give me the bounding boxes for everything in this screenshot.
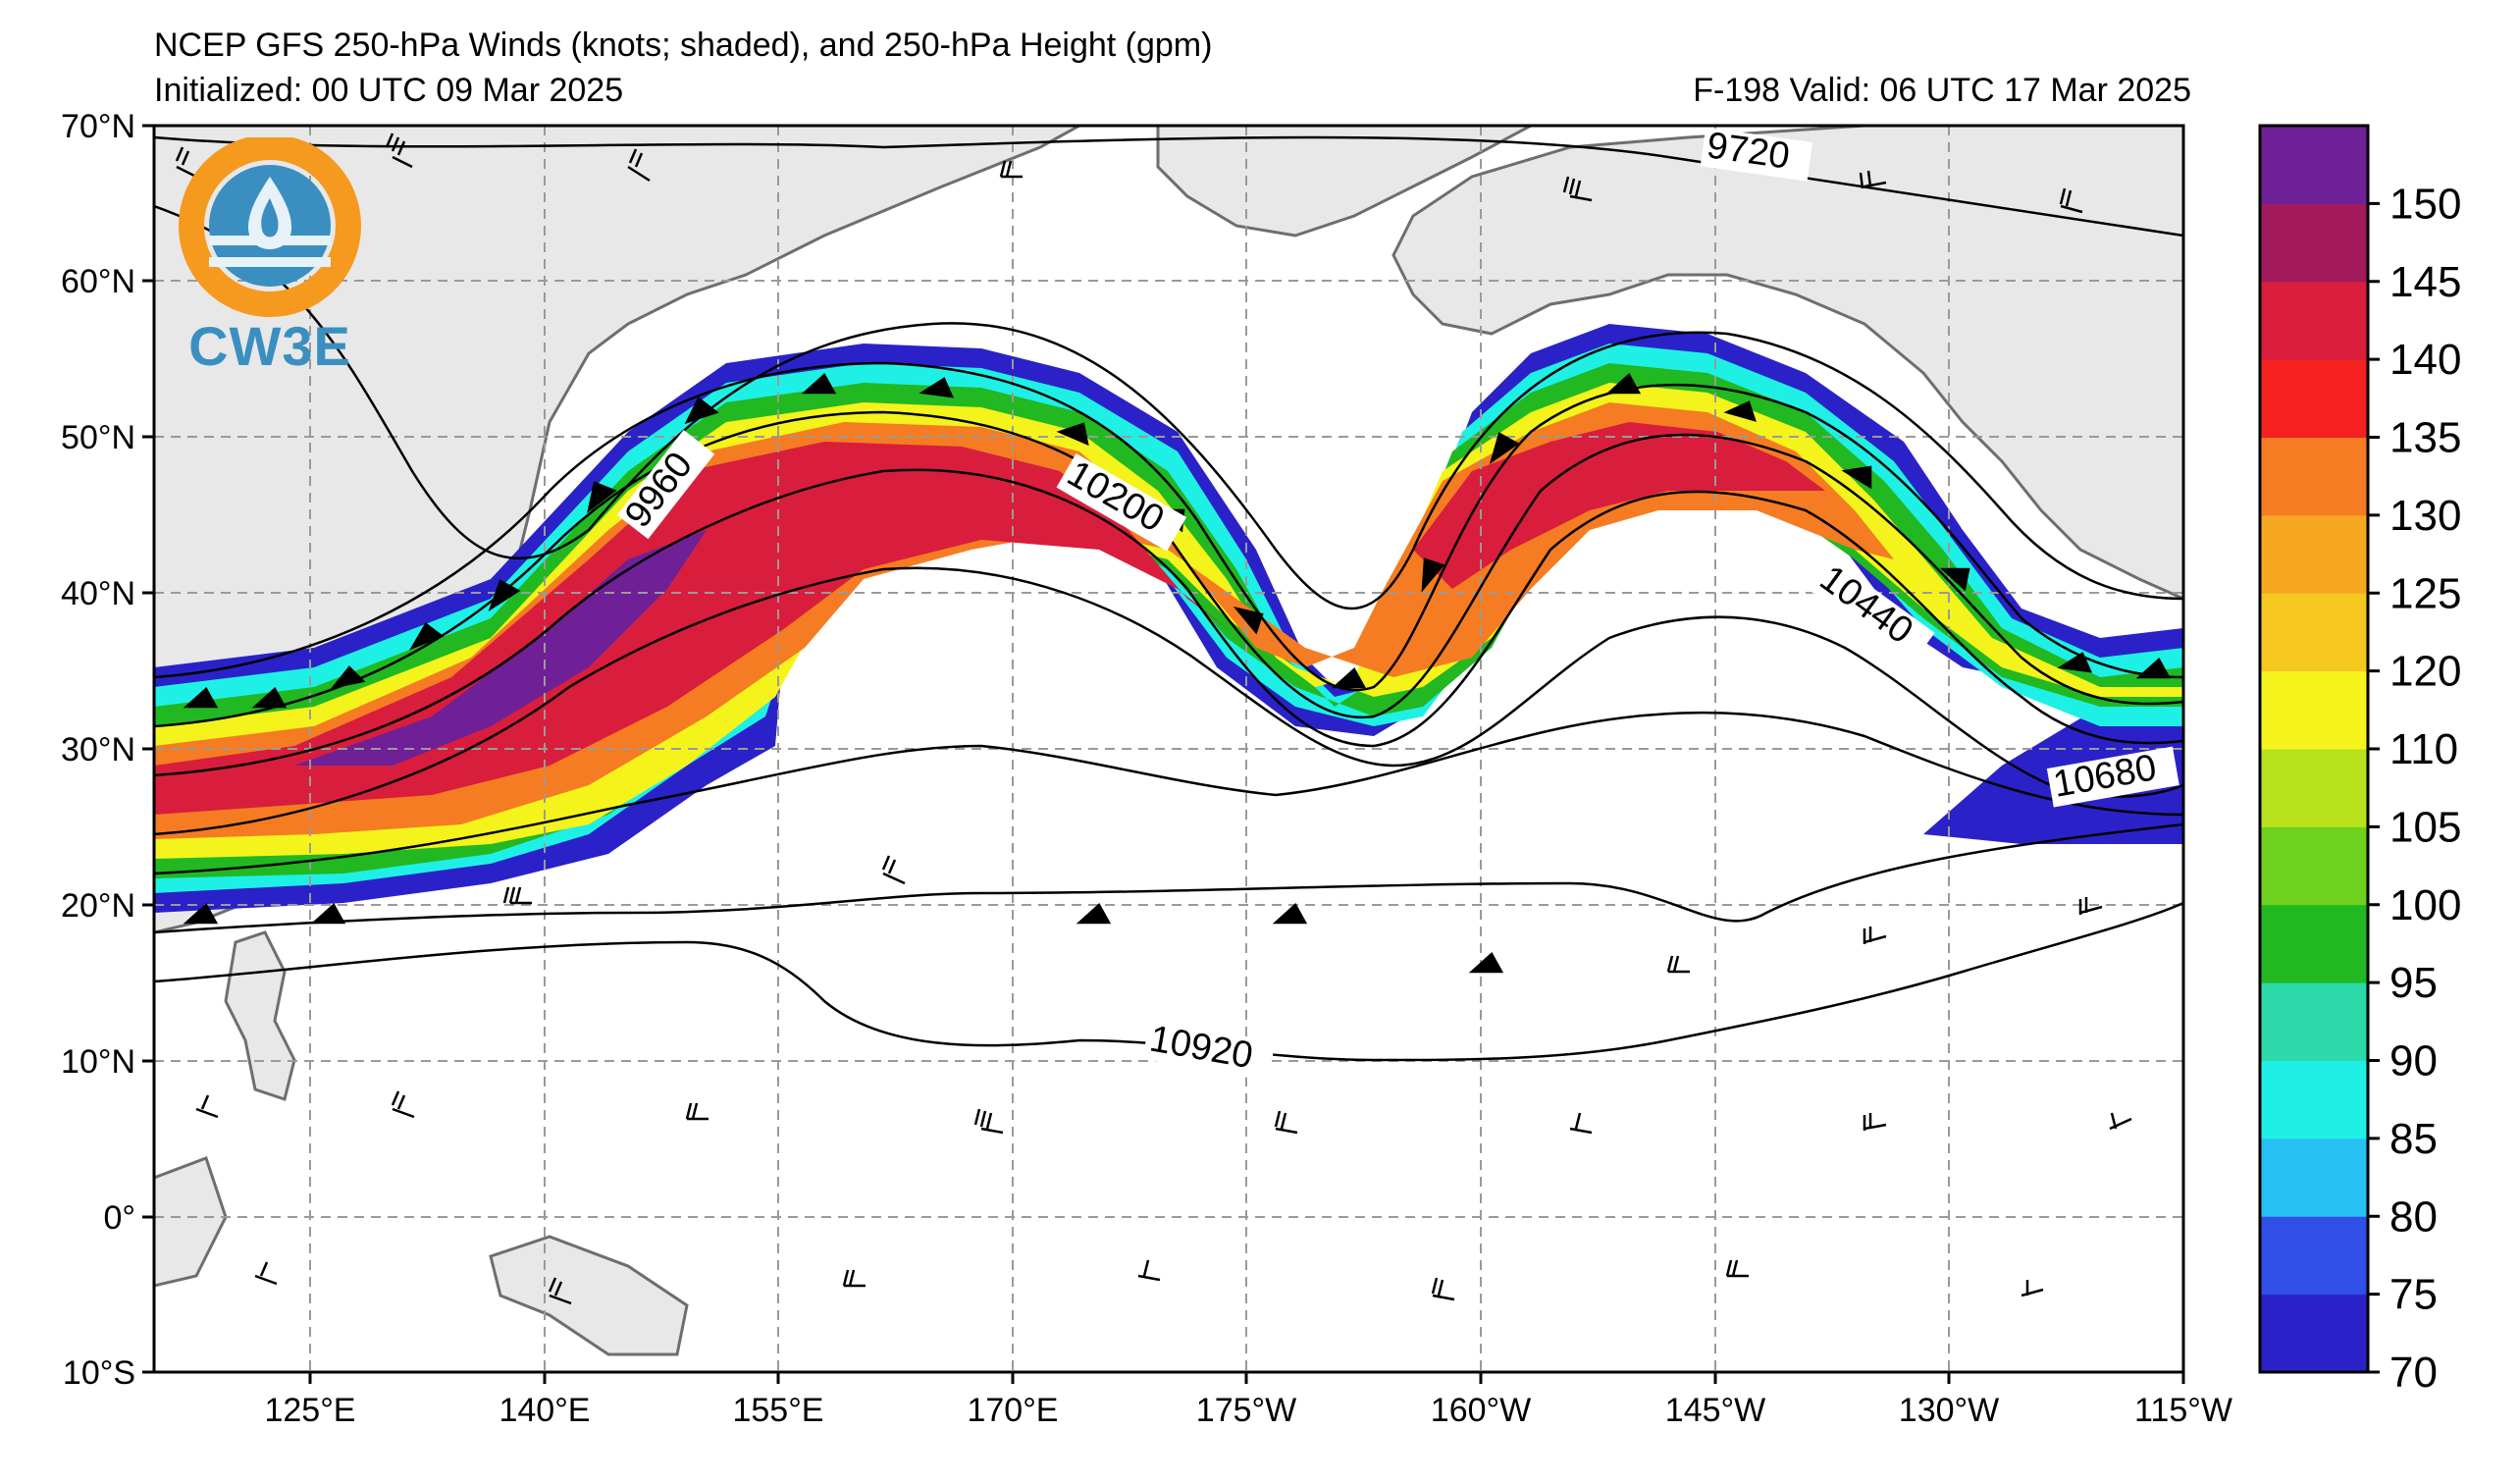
colorbar-block bbox=[2260, 1060, 2368, 1139]
colorbar-label: 145 bbox=[2389, 258, 2461, 306]
colorbar-block bbox=[2260, 514, 2368, 594]
colorbar-block bbox=[2260, 904, 2368, 983]
colorbar-label: 140 bbox=[2389, 336, 2461, 384]
map-title: NCEP GFS 250-hPa Winds (knots; shaded), … bbox=[154, 26, 1213, 64]
colorbar-label: 110 bbox=[2389, 725, 2458, 773]
colorbar-block bbox=[2260, 126, 2368, 204]
colorbar-label: 120 bbox=[2389, 648, 2461, 696]
cw3e-logo-text: CW3E bbox=[188, 315, 351, 377]
axis-ticks bbox=[142, 124, 2185, 1384]
lat-label-70n: 70°N bbox=[61, 108, 135, 145]
lon-label-175w: 175°W bbox=[1196, 1392, 1296, 1429]
lon-label-170e: 170°E bbox=[967, 1392, 1058, 1429]
initialized-label: Initialized: 00 UTC 09 Mar 2025 bbox=[154, 72, 624, 109]
lon-label-130w: 130°W bbox=[1899, 1392, 1999, 1429]
colorbar-label: 135 bbox=[2389, 414, 2461, 462]
colorbar-block bbox=[2260, 203, 2368, 283]
lat-label-10s: 10°S bbox=[63, 1354, 135, 1392]
lat-label-40n: 40°N bbox=[61, 575, 135, 612]
jet-band-150 bbox=[294, 530, 707, 766]
colorbar-label: 70 bbox=[2389, 1349, 2438, 1397]
lon-label-140e: 140°E bbox=[499, 1392, 590, 1429]
colorbar: 150 145 140 135 130 125 120 110 105 100 95 90 85 80 75… bbox=[2258, 124, 2461, 1397]
colorbar-label: 90 bbox=[2389, 1037, 2438, 1086]
colorbar-label: 150 bbox=[2389, 180, 2461, 228]
colorbar-blocks bbox=[2260, 126, 2368, 1373]
colorbar-block bbox=[2260, 437, 2368, 516]
lat-label-50n: 50°N bbox=[61, 419, 135, 456]
lat-label-0: 0° bbox=[103, 1199, 135, 1237]
lon-label-145w: 145°W bbox=[1665, 1392, 1765, 1429]
colorbar-label: 105 bbox=[2389, 803, 2461, 851]
colorbar-block bbox=[2260, 982, 2368, 1061]
wind-barb-row-2 bbox=[183, 855, 2103, 974]
lon-label-125e: 125°E bbox=[264, 1392, 355, 1429]
lat-label-30n: 30°N bbox=[61, 731, 135, 768]
wind-barb-row-1 bbox=[175, 132, 2083, 214]
map-plot-area: 9720 9960 10200 10440 10680 10920 bbox=[154, 126, 2183, 1372]
wind-barb-row-3 bbox=[195, 1090, 2132, 1135]
colorbar-label: 125 bbox=[2389, 569, 2461, 617]
lon-label-155e: 155°E bbox=[732, 1392, 823, 1429]
wind-barbs bbox=[175, 132, 2172, 1305]
wind-barb-row-jet bbox=[183, 373, 2172, 709]
lat-label-10n: 10°N bbox=[61, 1043, 135, 1081]
colorbar-label: 100 bbox=[2389, 881, 2461, 929]
lat-label-20n: 20°N bbox=[61, 887, 135, 925]
colorbar-block bbox=[2260, 1294, 2368, 1373]
longitude-labels: 125°E 140°E 155°E 170°E 175°W 160°W 145°… bbox=[264, 1392, 2231, 1429]
colorbar-label: 75 bbox=[2389, 1271, 2438, 1319]
colorbar-block bbox=[2260, 749, 2368, 827]
land-new-guinea bbox=[489, 1235, 689, 1356]
colorbar-labels: 150 145 140 135 130 125 120 110 105 100 95 90 85 80 75… bbox=[2368, 180, 2461, 1397]
lon-label-115w: 115°W bbox=[2134, 1392, 2232, 1429]
colorbar-block bbox=[2260, 281, 2368, 360]
colorbar-label: 130 bbox=[2389, 492, 2461, 540]
wind-barb-row-4 bbox=[254, 1259, 2044, 1305]
land-borneo bbox=[154, 1156, 228, 1288]
valid-time-label: F-198 Valid: 06 UTC 17 Mar 2025 bbox=[1693, 72, 2191, 109]
lon-label-160w: 160°W bbox=[1431, 1392, 1531, 1429]
contour-labels: 9720 9960 10200 10440 10680 10920 bbox=[616, 126, 2179, 1082]
colorbar-block bbox=[2260, 593, 2368, 672]
colorbar-label: 95 bbox=[2389, 959, 2438, 1007]
colorbar-label: 80 bbox=[2389, 1192, 2438, 1241]
colorbar-block bbox=[2260, 670, 2368, 750]
cw3e-logo bbox=[179, 137, 361, 317]
colorbar-block bbox=[2260, 826, 2368, 906]
land-alaska-canada bbox=[1391, 126, 2183, 601]
colorbar-block bbox=[2260, 359, 2368, 438]
colorbar-block bbox=[2260, 1216, 2368, 1296]
height-contours bbox=[154, 135, 2183, 1062]
latitude-labels: 70°N 60°N 50°N 40°N 30°N 20°N 10°N 0° 10… bbox=[61, 108, 135, 1392]
lat-label-60n: 60°N bbox=[61, 263, 135, 300]
colorbar-block bbox=[2260, 1138, 2368, 1217]
jet-band-140-east bbox=[1413, 422, 1825, 589]
colorbar-label: 85 bbox=[2389, 1115, 2438, 1163]
